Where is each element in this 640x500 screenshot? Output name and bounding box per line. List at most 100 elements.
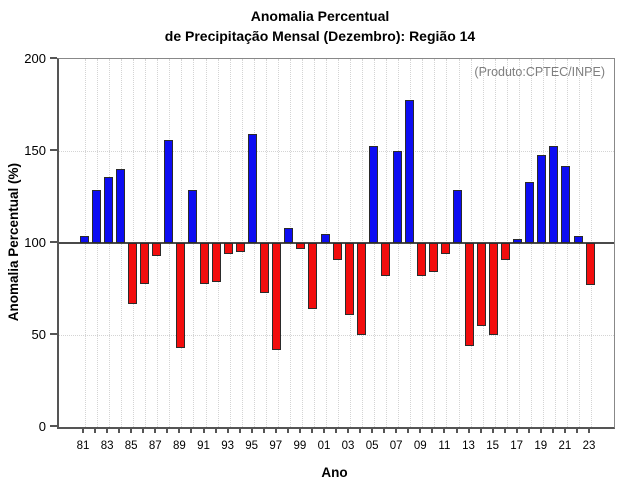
y-tick-mark-0	[50, 425, 57, 427]
x-tick-mark-2014	[479, 428, 482, 433]
bar-2000	[308, 243, 318, 310]
bar-1999	[296, 243, 306, 249]
x-tick-mark-2005	[371, 428, 374, 433]
x-tick-mark-2011	[443, 428, 446, 433]
x-tick-label-1991: 91	[197, 440, 210, 452]
bar-2017	[513, 239, 523, 243]
x-tick-label-2013: 13	[462, 440, 475, 452]
x-tick-mark-2010	[431, 428, 434, 433]
x-tick-mark-2017	[515, 428, 518, 433]
y-tick-mark-100	[50, 241, 57, 243]
bar-2019	[537, 154, 547, 243]
x-tick-mark-2008	[407, 428, 410, 433]
bar-2010	[428, 243, 438, 273]
bar-1984	[115, 169, 125, 243]
bar-1981	[79, 235, 89, 243]
x-tick-label-1989: 89	[172, 440, 186, 452]
x-tick-label-1985: 85	[124, 440, 138, 452]
bar-1991	[200, 243, 209, 284]
x-tick-mark-2013	[467, 428, 470, 433]
y-tick-label-150: 150	[24, 143, 46, 158]
x-tick-label-2007: 07	[389, 440, 403, 452]
bar-1993	[224, 243, 234, 254]
x-tick-mark-1987	[154, 428, 157, 433]
x-tick-label-1993: 93	[221, 440, 234, 452]
y-tick-label-200: 200	[24, 51, 46, 66]
bar-1995	[248, 134, 258, 243]
x-tick-mark-1992	[214, 428, 217, 433]
x-tick-mark-1994	[238, 428, 241, 433]
chart-title: Anomalia Percentual de Precipitação Mens…	[0, 6, 640, 46]
x-tick-mark-1983	[106, 428, 109, 433]
x-tick-label-2005: 05	[365, 440, 379, 452]
bar-1983	[103, 176, 113, 243]
x-tick-mark-2003	[347, 428, 349, 433]
x-tick-label-1981: 81	[76, 440, 90, 452]
bar-1987	[151, 243, 161, 256]
bar-1998	[284, 228, 294, 243]
x-tick-mark-1990	[190, 428, 193, 433]
x-tick-label-1999: 99	[293, 440, 307, 452]
x-tick-mark-1995	[250, 428, 253, 433]
x-tick-mark-1999	[298, 428, 301, 433]
bar-2003	[344, 243, 354, 315]
x-tick-label-1983: 83	[100, 440, 114, 452]
bar-2002	[332, 243, 342, 260]
x-tick-label-2021: 21	[558, 440, 572, 452]
y-tick-mark-50	[50, 333, 57, 335]
x-tick-mark-1991	[202, 428, 205, 433]
source-annotation: (Produto:CPTEC/INPE)	[474, 65, 605, 79]
bar-2006	[380, 243, 390, 277]
x-tick-mark-1984	[118, 428, 121, 433]
x-tick-label-2023: 23	[582, 440, 596, 452]
bar-1989	[175, 243, 185, 348]
x-tick-label-2003: 03	[341, 440, 355, 452]
bar-2001	[320, 233, 330, 243]
x-tick-label-2019: 19	[534, 440, 548, 452]
x-tick-mark-1993	[226, 428, 229, 433]
x-tick-mark-1985	[130, 428, 133, 433]
bar-1990	[187, 189, 197, 243]
y-tick-label-50: 50	[31, 327, 46, 342]
x-tick-mark-1997	[274, 428, 277, 433]
x-tick-mark-2020	[551, 428, 554, 433]
y-tick-label-0: 0	[38, 419, 46, 434]
x-tick-mark-2021	[563, 428, 566, 433]
y-tick-mark-200	[50, 57, 57, 59]
x-tick-mark-2019	[539, 428, 542, 433]
x-tick-mark-2022	[576, 428, 578, 433]
bar-2008	[404, 99, 414, 243]
x-tick-mark-1988	[166, 428, 169, 433]
plot-area: (Produto:CPTEC/INPE)	[57, 58, 615, 429]
x-tick-label-2017: 17	[510, 440, 524, 452]
bar-1986	[139, 243, 149, 284]
bar-1988	[163, 140, 173, 243]
x-tick-mark-2000	[310, 428, 313, 433]
bar-1992	[212, 243, 221, 282]
x-tick-label-2009: 09	[413, 440, 427, 452]
bar-1996	[260, 243, 270, 293]
x-tick-mark-1998	[286, 428, 289, 433]
bar-2015	[489, 243, 499, 335]
bar-2007	[392, 151, 402, 243]
bar-2020	[549, 145, 559, 243]
bar-2021	[561, 165, 571, 243]
x-tick-mark-2018	[527, 428, 530, 433]
x-tick-label-2015: 15	[486, 440, 499, 452]
x-tick-mark-2006	[383, 428, 386, 433]
x-tick-mark-2015	[491, 428, 494, 433]
x-tick-mark-2012	[455, 428, 458, 433]
x-tick-label-1995: 95	[245, 440, 259, 452]
bar-2016	[501, 243, 511, 260]
bar-1982	[91, 189, 101, 243]
x-tick-mark-2004	[359, 428, 362, 433]
bar-1994	[236, 243, 246, 253]
bar-2012	[453, 189, 462, 243]
x-tick-label-2011: 11	[438, 440, 451, 452]
bar-2005	[368, 145, 378, 243]
bar-2022	[573, 235, 583, 243]
x-tick-label-1987: 87	[148, 440, 162, 452]
chart-title-line1: Anomalia Percentual	[250, 8, 390, 24]
bar-1997	[272, 243, 282, 350]
